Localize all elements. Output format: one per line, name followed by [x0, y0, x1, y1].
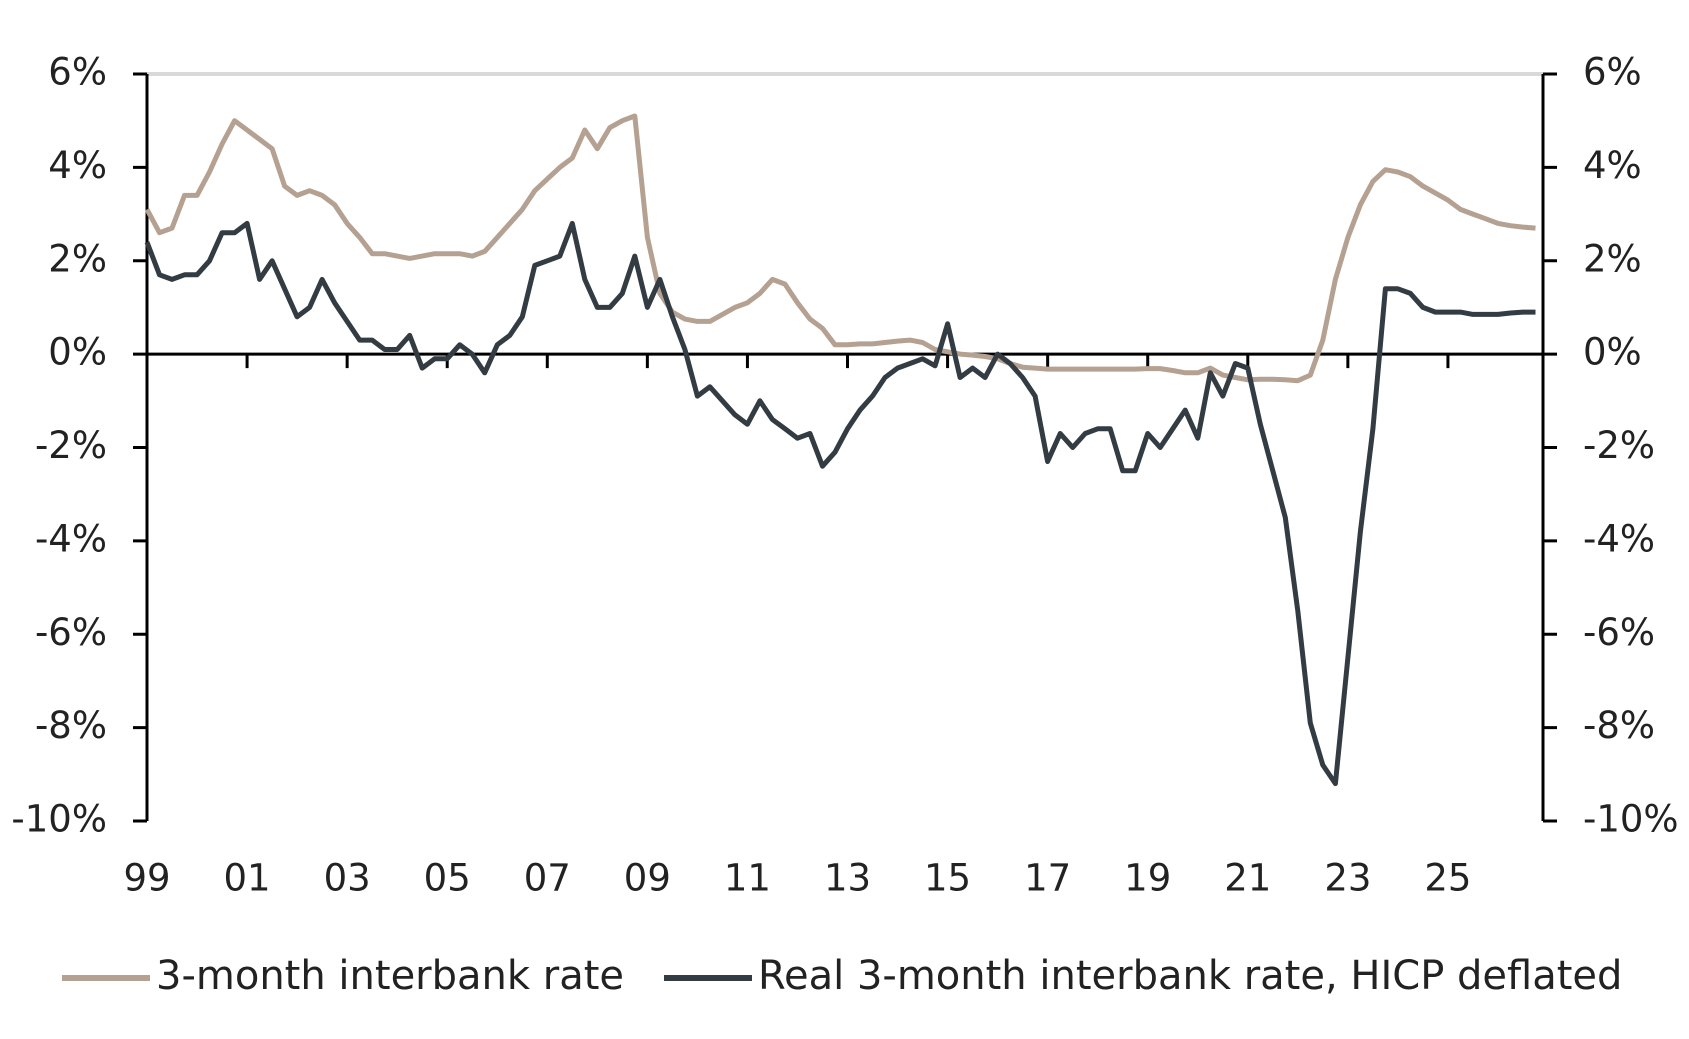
x-tick-label: 07 — [524, 857, 571, 900]
y2-tick-label: -6% — [1583, 611, 1655, 654]
x-tick-label: 23 — [1324, 857, 1371, 900]
y-tick-label: -6% — [35, 611, 107, 654]
y2-tick-label: 6% — [1583, 51, 1642, 94]
y-tick-label: -10% — [11, 798, 107, 841]
y2-tick-label: 2% — [1583, 237, 1642, 280]
y-tick-label: 2% — [48, 237, 107, 280]
y-tick-label: 6% — [48, 51, 107, 94]
x-tick-label: 99 — [123, 857, 170, 900]
y-tick-label: -8% — [35, 704, 107, 747]
x-tick-label: 19 — [1124, 857, 1171, 900]
x-tick-label: 11 — [724, 857, 771, 900]
y2-tick-label: -4% — [1583, 517, 1655, 560]
y2-tick-label: -8% — [1583, 704, 1655, 747]
y2-tick-label: -10% — [1583, 798, 1679, 841]
x-tick-label: 03 — [324, 857, 371, 900]
y2-tick-label: -2% — [1583, 424, 1655, 467]
y2-tick-label: 4% — [1583, 144, 1642, 187]
x-tick-label: 25 — [1424, 857, 1471, 900]
y-tick-label: -4% — [35, 517, 107, 560]
legend-label: Real 3-month interbank rate, HICP deflat… — [758, 953, 1622, 999]
y-tick-label: 4% — [48, 144, 107, 187]
x-tick-label: 15 — [924, 857, 971, 900]
x-tick-label: 13 — [824, 857, 871, 900]
x-tick-label: 09 — [624, 857, 671, 900]
x-tick-label: 21 — [1224, 857, 1271, 900]
y2-tick-label: 0% — [1583, 331, 1642, 374]
y-tick-label: 0% — [48, 331, 107, 374]
y-tick-label: -2% — [35, 424, 107, 467]
legend-label: 3-month interbank rate — [156, 953, 624, 999]
series-line — [144, 113, 1536, 384]
x-tick-label: 17 — [1024, 857, 1071, 900]
x-tick-label: 01 — [224, 857, 271, 900]
series-line — [144, 220, 1536, 787]
x-tick-label: 05 — [424, 857, 471, 900]
